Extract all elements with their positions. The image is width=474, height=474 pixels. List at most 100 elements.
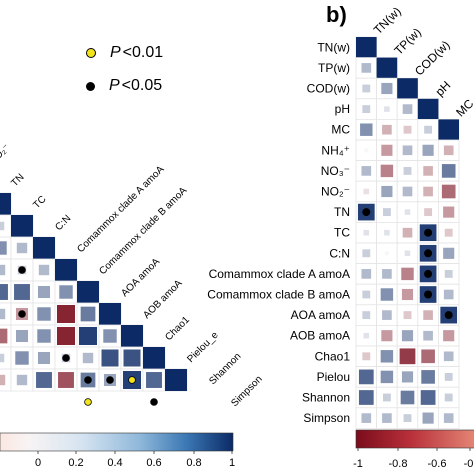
significance-dot-p001 bbox=[84, 398, 92, 406]
panel-b-cell bbox=[444, 393, 453, 402]
significance-dot-p005 bbox=[18, 310, 26, 318]
panel-a-column-label: Comammox clade B amoA bbox=[97, 185, 189, 277]
panel-b-cell bbox=[363, 188, 370, 195]
panel-b-row-label: TN(w) bbox=[317, 40, 350, 54]
panel-a-cell bbox=[56, 326, 76, 346]
panel-b-cell bbox=[364, 148, 369, 153]
panel-a-cell bbox=[15, 351, 29, 365]
panel-a-column-label: NO₂⁻ bbox=[0, 142, 12, 167]
panel-b-cell bbox=[402, 227, 413, 238]
panel-b-cell bbox=[438, 119, 459, 140]
panel-b-cell bbox=[443, 330, 455, 342]
panel-b-cell bbox=[423, 330, 433, 341]
panel-b-cell bbox=[401, 330, 414, 342]
panel-b-cell bbox=[382, 393, 391, 402]
panel-b-row-label: Comammox clade B amoA bbox=[207, 288, 350, 302]
panel-b-cell bbox=[360, 123, 373, 136]
panel-b-cell bbox=[381, 185, 393, 198]
panel-b-cell bbox=[380, 350, 394, 363]
panel-b-cell bbox=[421, 370, 435, 384]
panel-b-cell bbox=[362, 84, 371, 93]
panel-b-cell bbox=[421, 349, 435, 364]
panel-b-cell bbox=[362, 352, 371, 361]
colorbars: 0 0.2 0.4 0.6 0.8 1 -1 -0.8 -0.6 -0. bbox=[0, 429, 474, 470]
panel-b-cell bbox=[423, 310, 433, 320]
panel-a: NO₂⁻ TN TC C:N Comammox clade A amoAComammox… bbox=[0, 142, 265, 409]
panel-a-column-label: Shannon bbox=[207, 351, 243, 387]
panel-b-cell bbox=[443, 351, 454, 362]
panel-b-cell bbox=[384, 106, 390, 112]
significance-dot-p005 bbox=[150, 398, 158, 406]
panel-a-cell bbox=[146, 372, 162, 388]
panel-b-cell bbox=[443, 289, 454, 300]
panel-b-cell bbox=[362, 249, 371, 258]
panel-a-column-label: AOB amoA bbox=[141, 278, 184, 321]
panel-b-row-label: Chao1 bbox=[315, 349, 351, 363]
significance-dot-p005 bbox=[106, 376, 114, 384]
panel-b-cell bbox=[356, 37, 377, 58]
panel-b-cell bbox=[423, 166, 433, 176]
panel-a-cell bbox=[77, 281, 99, 303]
panel-b-cell bbox=[401, 288, 414, 301]
significance-dot-p005 bbox=[362, 208, 371, 217]
panel-b-cell bbox=[443, 145, 454, 156]
panel-b-row-label: NO₃⁻ bbox=[321, 164, 350, 178]
panel-a-cell bbox=[78, 326, 98, 346]
panel-b-column-label: pH bbox=[433, 78, 454, 99]
panel-a-column-label: C:N bbox=[53, 213, 73, 233]
panel-b-cell bbox=[380, 164, 394, 178]
yellow-dot-icon bbox=[86, 48, 96, 58]
significance-dot-p005 bbox=[424, 228, 433, 237]
panel-a-cell bbox=[0, 374, 6, 386]
panel-b-row-label: Comammox clade A amoA bbox=[209, 267, 350, 281]
panel-a-colorbar-tick: 0.6 bbox=[146, 457, 161, 469]
panel-b-cell bbox=[361, 63, 372, 73]
panel-b-row-label: NO₂⁻ bbox=[321, 185, 350, 199]
panel-b-row-label: TN bbox=[334, 205, 350, 219]
panel-b-row-label: Pielou bbox=[317, 370, 350, 384]
panel-b-colorbar-tick: -0. bbox=[464, 458, 474, 470]
panel-b-cell bbox=[443, 206, 455, 218]
panel-b-cell bbox=[444, 228, 453, 237]
panel-a-cell bbox=[143, 347, 165, 369]
panel-b-cell bbox=[402, 186, 413, 197]
panel-a-cell bbox=[103, 329, 117, 343]
panel-a-cell bbox=[0, 241, 7, 255]
panel-b-cell bbox=[404, 250, 411, 257]
panel-b-colorbar-tick: -1 bbox=[353, 458, 363, 470]
panel-a-column-label: TC bbox=[31, 194, 48, 211]
panel-a-column-label: Simpson bbox=[229, 374, 264, 409]
panel-b-cell bbox=[384, 229, 390, 236]
panel-b-cell bbox=[363, 229, 370, 236]
panel-b-colorbar-tick: -0.6 bbox=[428, 458, 447, 470]
panel-b-row-label: Shannon bbox=[302, 391, 350, 405]
panel-b-cell bbox=[424, 208, 433, 217]
panel-b-cell bbox=[361, 413, 372, 423]
panel-a-cell bbox=[121, 325, 143, 347]
panel-b: TN(w)TP(w)COD(w)pHMCNH₄⁺NO₃⁻NO₂⁻TNTCC:NC… bbox=[207, 4, 474, 429]
panel-a-cell bbox=[14, 284, 30, 300]
panel-a-cell bbox=[37, 285, 51, 299]
panel-a-cell bbox=[0, 328, 8, 344]
panel-b-cell bbox=[402, 104, 413, 114]
panel-b-row-label: NH₄⁺ bbox=[321, 143, 350, 157]
panel-a-cell bbox=[80, 306, 96, 322]
panel-b-cell bbox=[402, 145, 413, 156]
panel-a-cell bbox=[123, 349, 141, 367]
panel-b-cell bbox=[417, 98, 439, 120]
panel-a-column-label: Comammox clade A amoA bbox=[75, 164, 166, 255]
panel-a-cell bbox=[101, 349, 119, 367]
panel-b-cell bbox=[362, 311, 371, 320]
panel-a-colorbar-tick: 0 bbox=[35, 457, 41, 469]
panel-a-cell bbox=[99, 303, 121, 325]
panel-a-cell bbox=[165, 369, 187, 391]
panel-a-column-label: Chao1 bbox=[163, 314, 192, 343]
panel-b-cell bbox=[362, 290, 371, 299]
panel-b-row-label: TC bbox=[334, 226, 350, 240]
panel-b-cell bbox=[381, 82, 393, 95]
panel-b-row-label: MC bbox=[331, 123, 350, 137]
panel-a-cell bbox=[0, 308, 6, 320]
significance-dot-p005 bbox=[84, 376, 92, 384]
legend-p001-text: <0.01 bbox=[122, 44, 164, 61]
